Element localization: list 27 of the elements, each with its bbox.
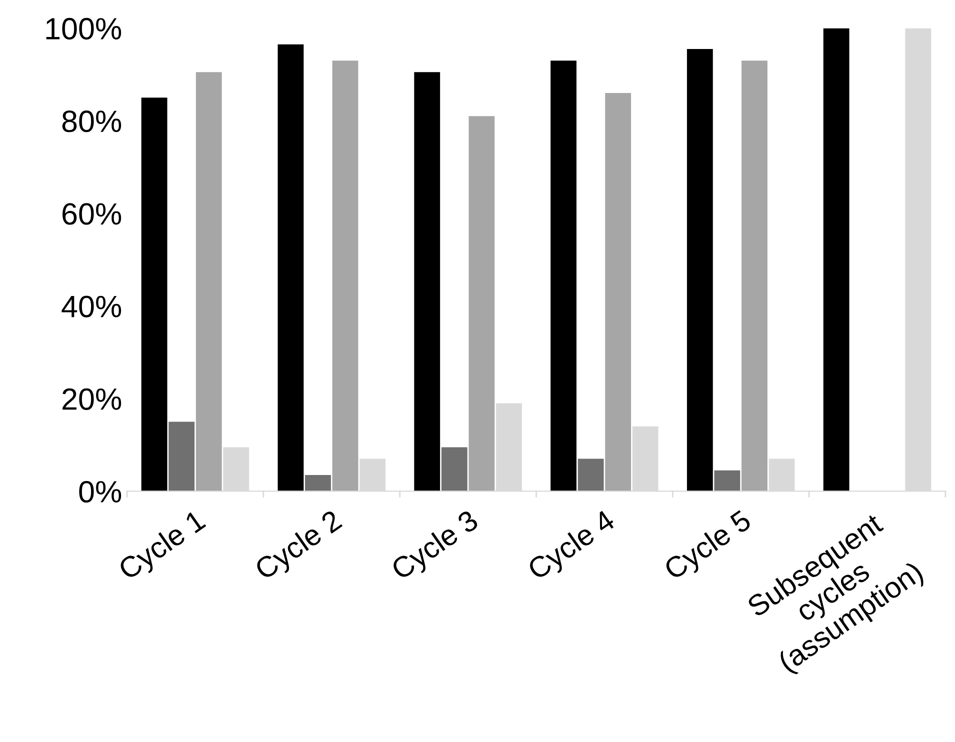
bar (441, 447, 468, 492)
bar (578, 458, 604, 492)
y-tick-label: 0% (79, 480, 122, 503)
x-tick-label: Cycle 1 (116, 508, 210, 586)
bar (168, 422, 195, 492)
y-tick-label: 40% (62, 296, 122, 318)
bar (742, 60, 768, 492)
bar (141, 98, 168, 492)
bar (414, 72, 440, 492)
bar (605, 93, 632, 492)
bar (550, 60, 576, 492)
y-tick-label: 20% (62, 388, 122, 410)
bar (686, 49, 713, 492)
x-tick-label: Cycle 4 (526, 508, 620, 586)
bar (714, 470, 740, 492)
x-tick-label: Cycle 3 (390, 508, 483, 586)
x-tick-label: Cycle 2 (253, 508, 346, 586)
bar (468, 116, 495, 492)
bar (196, 72, 222, 492)
bar (332, 60, 358, 492)
y-tick-label: 80% (62, 110, 122, 132)
bar (278, 44, 304, 492)
y-tick-label: 100% (46, 18, 122, 40)
bar (823, 28, 850, 492)
x-tick-label: Cycle 5 (662, 508, 756, 586)
y-tick-label: 60% (62, 203, 122, 225)
bar (305, 475, 331, 492)
